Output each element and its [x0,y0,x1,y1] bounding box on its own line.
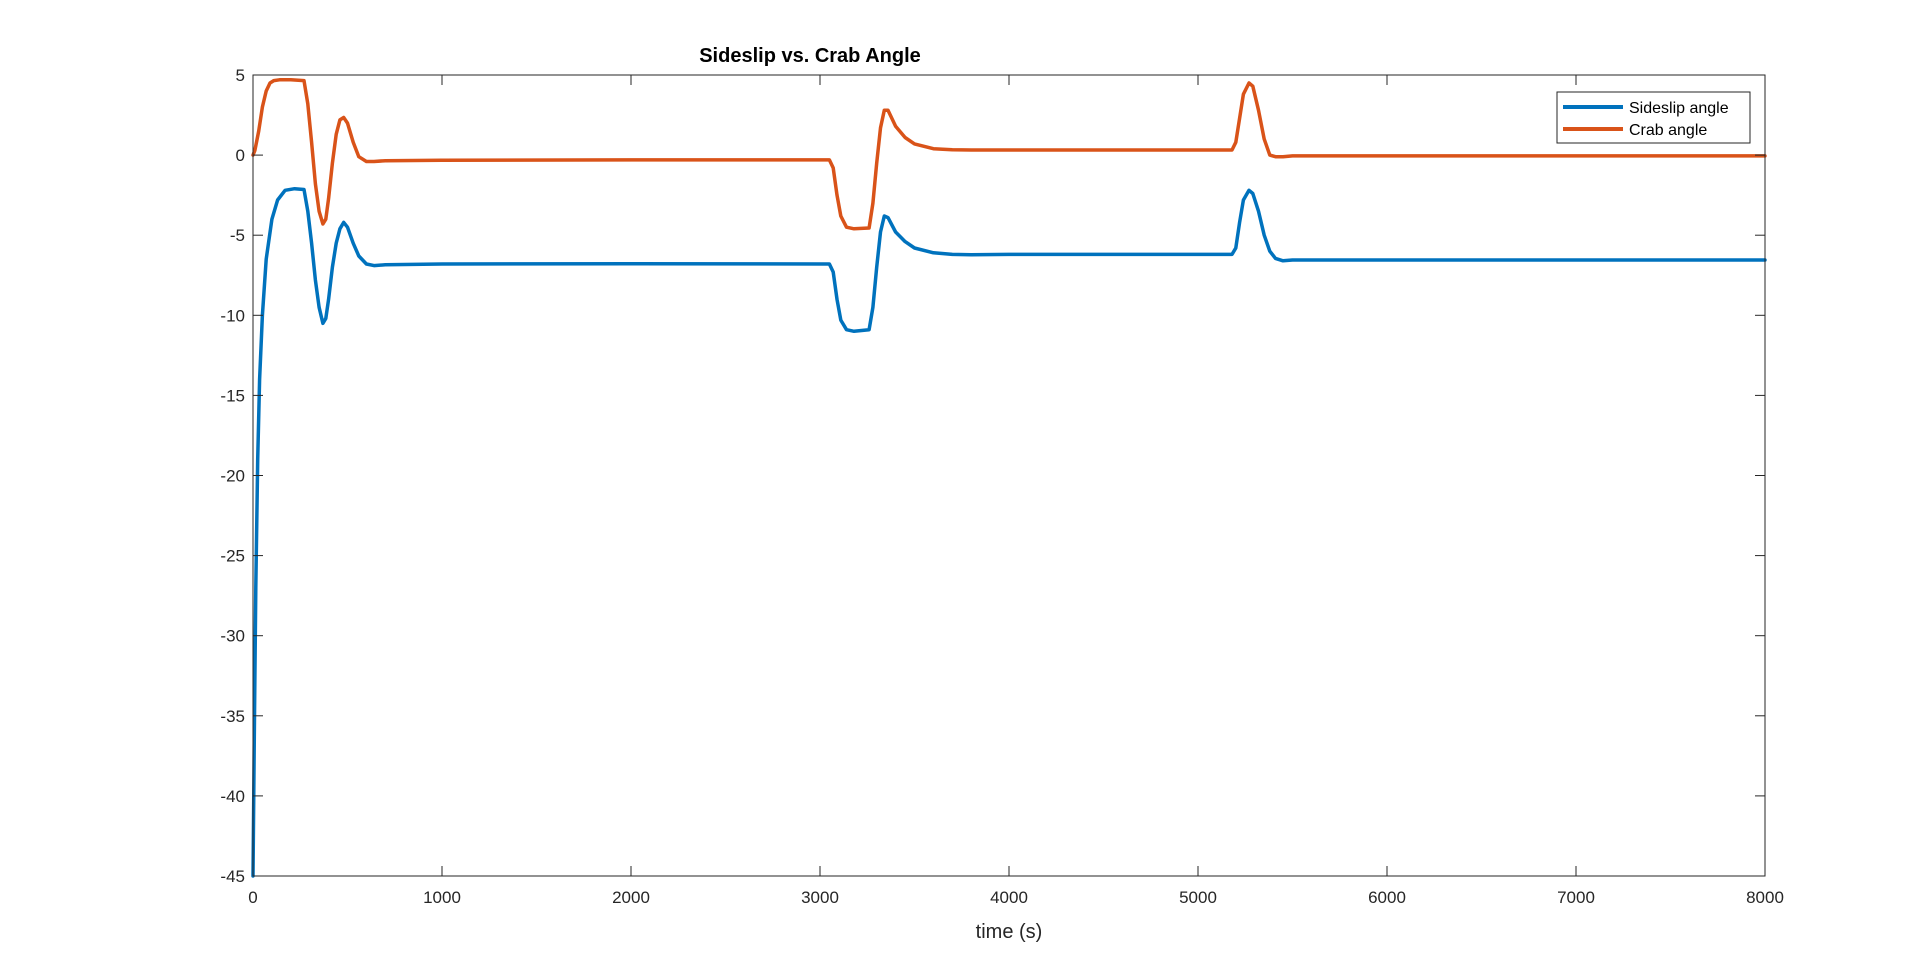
x-tick-label: 8000 [1746,888,1784,907]
legend-box [1556,91,1751,144]
x-tick-label: 4000 [990,888,1028,907]
series-layer [251,78,1767,878]
x-tick-label: 3000 [801,888,839,907]
y-tick-label: 5 [236,66,245,85]
x-tick-label: 2000 [612,888,650,907]
x-tick-label: 6000 [1368,888,1406,907]
x-axis-label: time (s) [976,921,1043,943]
y-tick-label: -35 [220,707,245,726]
series-line-crab-angle [251,78,1767,231]
y-tick-label: 0 [236,146,245,165]
y-tick-label: -30 [220,627,245,646]
plot-area [253,75,1765,876]
ticks-layer: 0 1000 2000 3000 4000 5000 6000 7000 8000 5 0 -5 -10… [220,66,1783,907]
x-tick-label: 7000 [1557,888,1595,907]
x-tick-label: 5000 [1179,888,1217,907]
y-tick-label: -15 [220,386,245,405]
legend: Sideslip angle Crab angle [1556,91,1751,144]
y-tick-label: -40 [220,787,245,806]
legend-label-crab: Crab angle [1629,122,1707,139]
y-tick-label: -20 [220,467,245,486]
legend-label-sideslip: Sideslip angle [1629,100,1729,117]
chart-title: Sideslip vs. Crab Angle [699,45,921,67]
y-tick-label: -25 [220,547,245,566]
y-tick-label: -10 [220,306,245,325]
x-tick-label: 0 [248,888,257,907]
y-tick-label: -5 [230,226,245,245]
series-line-sideslip-angle [251,186,1767,878]
x-tick-label: 1000 [423,888,461,907]
y-tick-label: -45 [220,867,245,886]
